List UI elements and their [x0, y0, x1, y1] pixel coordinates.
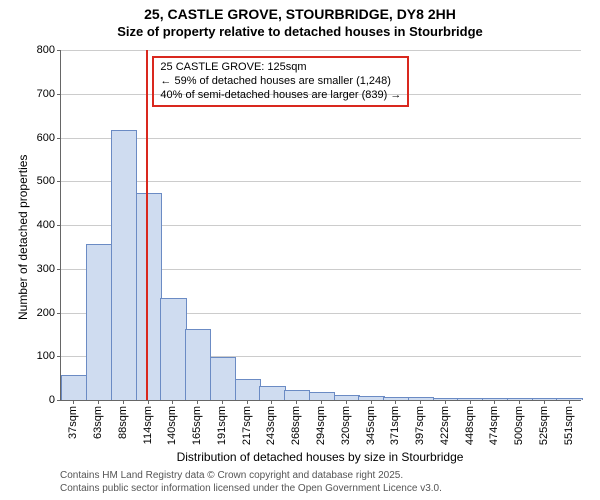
ytick-mark — [57, 356, 61, 357]
xtick-label: 551sqm — [563, 406, 575, 445]
xtick-mark — [346, 400, 347, 404]
histogram-bar — [61, 375, 87, 400]
xtick-mark — [395, 400, 396, 404]
callout-line: ← 59% of detached houses are smaller (1,… — [160, 75, 401, 89]
xtick-mark — [420, 400, 421, 404]
xtick-mark — [569, 400, 570, 404]
histogram-bar — [259, 386, 285, 400]
xtick-mark — [148, 400, 149, 404]
histogram-bar — [210, 357, 236, 400]
xtick-mark — [494, 400, 495, 404]
ytick-mark — [57, 94, 61, 95]
callout-line: 25 CASTLE GROVE: 125sqm — [160, 61, 401, 75]
xtick-label: 88sqm — [117, 406, 129, 439]
ytick-mark — [57, 269, 61, 270]
xtick-label: 268sqm — [290, 406, 302, 445]
footer-line: Contains public sector information licen… — [60, 483, 442, 496]
xtick-mark — [98, 400, 99, 404]
xtick-mark — [73, 400, 74, 404]
xtick-label: 448sqm — [464, 406, 476, 445]
histogram-bar — [433, 398, 459, 400]
ytick-mark — [57, 50, 61, 51]
xtick-mark — [321, 400, 322, 404]
xtick-label: 243sqm — [265, 406, 277, 445]
xtick-mark — [544, 400, 545, 404]
xtick-label: 191sqm — [216, 406, 228, 445]
ytick-label: 700 — [37, 88, 55, 100]
xtick-label: 37sqm — [67, 406, 79, 439]
ytick-label: 100 — [37, 350, 55, 362]
property-callout: 25 CASTLE GROVE: 125sqm← 59% of detached… — [152, 56, 409, 107]
ytick-label: 200 — [37, 307, 55, 319]
footer-line: Contains HM Land Registry data © Crown c… — [60, 470, 442, 483]
xtick-label: 114sqm — [142, 406, 154, 444]
histogram-bar — [160, 298, 186, 400]
xtick-mark — [371, 400, 372, 404]
histogram-bar — [111, 130, 137, 400]
chart-title-main: 25, CASTLE GROVE, STOURBRIDGE, DY8 2HH — [0, 6, 600, 22]
histogram-bar — [334, 395, 360, 400]
xtick-label: 294sqm — [315, 406, 327, 445]
xtick-mark — [470, 400, 471, 404]
xtick-mark — [247, 400, 248, 404]
xtick-label: 500sqm — [513, 406, 525, 445]
ytick-label: 600 — [37, 132, 55, 144]
plot-area: 010020030040050060070080037sqm63sqm88sqm… — [60, 50, 581, 401]
x-axis-label: Distribution of detached houses by size … — [60, 450, 580, 464]
xtick-label: 63sqm — [92, 406, 104, 439]
y-axis-label: Number of detached properties — [16, 155, 30, 320]
histogram-bar — [556, 398, 582, 400]
xtick-mark — [123, 400, 124, 404]
ytick-label: 400 — [37, 219, 55, 231]
gridline — [61, 138, 581, 139]
ytick-label: 500 — [37, 175, 55, 187]
ytick-mark — [57, 400, 61, 401]
histogram-bar — [235, 379, 261, 400]
histogram-bar — [86, 244, 112, 400]
ytick-mark — [57, 225, 61, 226]
gridline — [61, 50, 581, 51]
histogram-chart: 25, CASTLE GROVE, STOURBRIDGE, DY8 2HH S… — [0, 0, 600, 500]
xtick-mark — [296, 400, 297, 404]
xtick-mark — [172, 400, 173, 404]
ytick-label: 0 — [49, 394, 55, 406]
xtick-mark — [519, 400, 520, 404]
ytick-label: 800 — [37, 44, 55, 56]
histogram-bar — [309, 392, 335, 400]
xtick-mark — [445, 400, 446, 404]
xtick-label: 165sqm — [191, 406, 203, 445]
xtick-mark — [197, 400, 198, 404]
ytick-label: 300 — [37, 263, 55, 275]
xtick-label: 140sqm — [166, 406, 178, 445]
chart-title-sub: Size of property relative to detached ho… — [0, 24, 600, 39]
xtick-mark — [271, 400, 272, 404]
ytick-mark — [57, 138, 61, 139]
footer-attribution: Contains HM Land Registry data © Crown c… — [60, 470, 442, 495]
callout-line: 40% of semi-detached houses are larger (… — [160, 89, 401, 103]
ytick-mark — [57, 181, 61, 182]
histogram-bar — [185, 329, 211, 400]
xtick-label: 525sqm — [538, 406, 550, 445]
histogram-bar — [284, 390, 310, 400]
ytick-mark — [57, 313, 61, 314]
histogram-bar — [532, 398, 558, 400]
xtick-label: 371sqm — [389, 406, 401, 445]
property-marker-line — [146, 50, 148, 400]
xtick-label: 217sqm — [241, 406, 253, 445]
xtick-label: 345sqm — [365, 406, 377, 445]
gridline — [61, 181, 581, 182]
histogram-bar — [136, 193, 162, 400]
histogram-bar — [457, 398, 483, 400]
xtick-mark — [222, 400, 223, 404]
xtick-label: 320sqm — [340, 406, 352, 445]
xtick-label: 422sqm — [439, 406, 451, 445]
xtick-label: 397sqm — [414, 406, 426, 445]
xtick-label: 474sqm — [488, 406, 500, 445]
